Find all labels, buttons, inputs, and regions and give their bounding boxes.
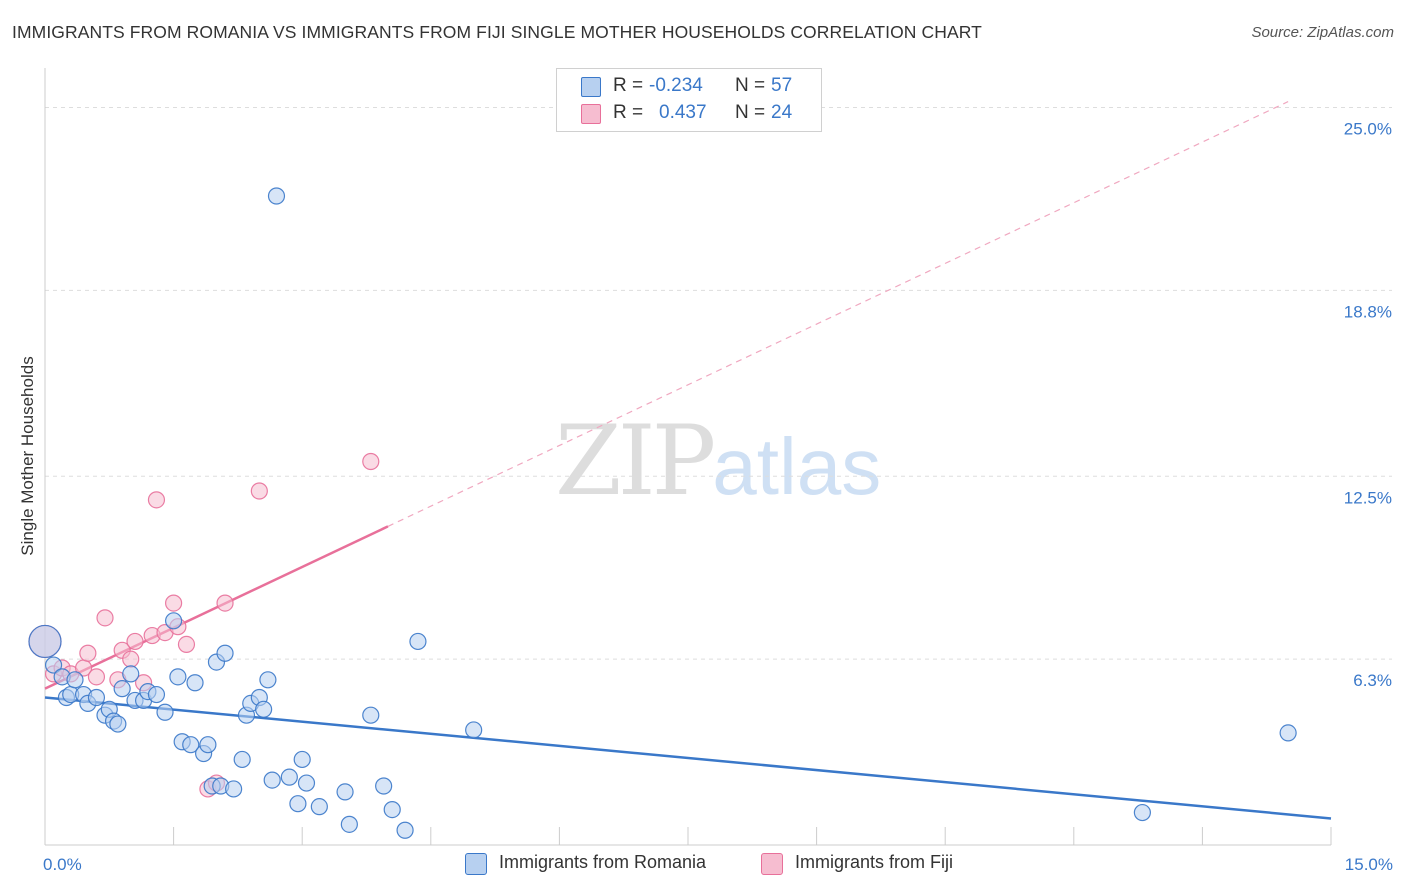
point-romania <box>293 750 311 769</box>
point-romania <box>225 780 243 798</box>
point-romania <box>44 656 63 674</box>
point-romania <box>396 821 414 839</box>
point-romania <box>336 783 354 801</box>
point-fiji <box>165 594 183 612</box>
grid-lines <box>45 107 1392 660</box>
bottom-legend-label-romania: Immigrants from Romania <box>499 852 707 872</box>
point-romania <box>465 721 483 739</box>
legend-r-value-fiji: 0.437 <box>659 102 707 123</box>
point-romania <box>289 795 307 813</box>
point-romania <box>267 187 286 205</box>
y-tick-label: 6.3% <box>1353 671 1392 690</box>
point-romania <box>113 680 131 698</box>
point-fiji <box>122 650 140 668</box>
point-fiji <box>177 635 196 654</box>
y-tick-label: 25.0% <box>1344 120 1392 139</box>
point-romania <box>263 771 281 789</box>
point-romania <box>216 644 234 662</box>
legend-r-label: R = <box>613 102 644 123</box>
point-romania <box>233 750 251 769</box>
source-label: Source: ZipAtlas.com <box>1251 24 1394 41</box>
point-romania <box>66 671 84 689</box>
trend-line-romania <box>44 696 1332 820</box>
point-romania <box>255 700 273 718</box>
point-romania <box>310 798 328 816</box>
y-tick-label: 12.5% <box>1344 488 1392 507</box>
point-romania <box>109 715 127 733</box>
point-fiji <box>96 609 114 627</box>
point-romania <box>169 668 187 686</box>
watermark: ZIPatlas <box>555 405 881 517</box>
watermark-zip: ZIP <box>555 405 716 517</box>
point-romania <box>199 736 217 754</box>
legend-r-value-romania: -0.234 <box>649 75 703 96</box>
point-fiji <box>362 452 380 471</box>
x-tick-label: 0.0% <box>43 855 82 874</box>
legend-n-label: N = <box>735 75 766 96</box>
point-fiji <box>216 594 234 612</box>
point-fiji <box>126 632 144 651</box>
bottom-legend-swatch-fiji <box>761 853 783 875</box>
point-romania <box>340 815 358 833</box>
bottom-legend-label-fiji: Immigrants from Fiji <box>795 852 954 872</box>
bottom-legend-swatch-romania <box>465 853 487 875</box>
point-romania <box>186 674 204 692</box>
point-romania <box>409 632 427 651</box>
legend-n-value-fiji: 24 <box>771 102 793 123</box>
trend-lines <box>44 101 1332 820</box>
point-fiji <box>147 491 166 509</box>
point-fiji <box>87 668 106 686</box>
point-romania <box>1279 724 1297 742</box>
point-romania <box>383 800 401 819</box>
legend-swatch-romania <box>581 77 601 97</box>
legend-swatch-fiji <box>581 104 601 124</box>
correlation-legend: R = -0.234 N = 57 R = 0.437 N = 24 <box>556 68 822 132</box>
tick-labels: 6.3% 12.5% 18.8% 25.0% 0.0% 15.0% <box>43 120 1393 875</box>
trend-extension-fiji <box>387 101 1289 527</box>
point-romania <box>375 777 393 795</box>
axes <box>44 68 1332 846</box>
trend-line-fiji <box>44 525 389 690</box>
point-fiji <box>250 482 268 500</box>
point-romania <box>182 736 200 754</box>
chart-title: IMMIGRANTS FROM ROMANIA VS IMMIGRANTS FR… <box>12 22 982 42</box>
y-tick-label: 18.8% <box>1344 302 1392 321</box>
point-romania <box>122 665 140 683</box>
x-tick-label: 15.0% <box>1345 855 1393 874</box>
point-romania <box>87 688 106 707</box>
point-romania <box>259 671 277 689</box>
point-romania <box>362 706 380 724</box>
watermark-atlas: atlas <box>712 422 882 511</box>
point-romania <box>280 768 298 786</box>
point-romania <box>297 774 316 792</box>
point-romania <box>156 703 174 721</box>
legend-n-value-romania: 57 <box>771 75 793 96</box>
point-fiji <box>79 644 97 662</box>
point-romania <box>28 624 62 659</box>
point-romania <box>1133 803 1151 822</box>
data-points <box>28 187 1297 839</box>
legend-r-label: R = <box>613 75 644 96</box>
legend-n-label: N = <box>735 102 766 123</box>
point-romania <box>165 612 183 630</box>
point-romania <box>147 685 166 704</box>
